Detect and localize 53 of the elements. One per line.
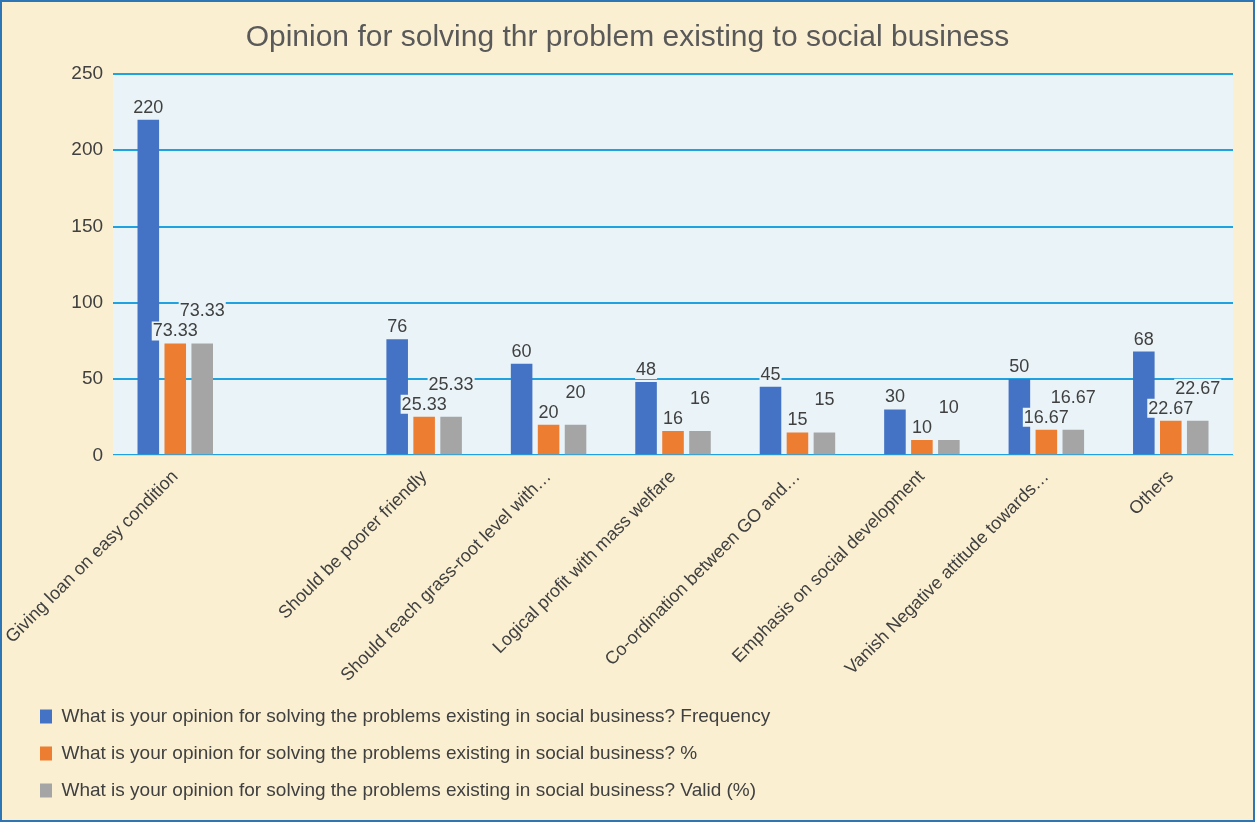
bar: [164, 343, 187, 455]
bar: [510, 363, 533, 455]
data-label: 50: [1009, 355, 1030, 376]
legend-label: What is your opinion for solving the problems existing in social business? %: [61, 741, 698, 763]
data-label: 76: [387, 316, 408, 337]
bar: [759, 386, 782, 455]
data-label: 16: [663, 407, 684, 428]
bar: [1035, 429, 1058, 455]
y-tick-label: 50: [81, 367, 104, 389]
bar: [786, 432, 809, 455]
bar: [689, 430, 711, 455]
y-tick-label: 150: [71, 214, 104, 236]
data-label: 25.33: [428, 373, 474, 394]
data-label: 30: [884, 386, 905, 407]
data-label: 22.67: [1175, 377, 1221, 398]
data-label: 220: [133, 96, 164, 117]
y-tick-label: 200: [71, 138, 104, 160]
bar: [564, 424, 587, 455]
bar: [813, 432, 836, 455]
bar: [413, 416, 435, 455]
data-label: 16.67: [1050, 386, 1096, 407]
bar: [537, 424, 560, 455]
bar: [1062, 429, 1085, 455]
data-label: 16.67: [1023, 406, 1069, 427]
bar: [884, 409, 906, 455]
bar: [911, 440, 933, 455]
data-label: 10: [911, 417, 932, 437]
legend-label: What is your opinion for solving the problems existing in social business? Valid (%): [61, 778, 757, 800]
data-label: 48: [636, 359, 657, 380]
chart-title: Opinion for solving thr problem existing to social business: [245, 19, 1010, 53]
bar: [1186, 420, 1209, 455]
data-label: 73.33: [179, 300, 225, 321]
bar: [662, 430, 684, 455]
bar: [440, 416, 462, 455]
data-label: 25.33: [401, 393, 447, 414]
y-tick-label: 100: [71, 291, 104, 312]
data-label: 60: [511, 340, 532, 361]
y-tick-label: 0: [92, 443, 104, 465]
data-label: 15: [814, 389, 835, 410]
bar: [1159, 420, 1182, 455]
y-tick-label: 250: [71, 62, 104, 84]
bar: [191, 343, 214, 455]
data-label: 68: [1133, 328, 1154, 349]
data-label: 15: [787, 409, 808, 430]
data-label: 20: [538, 401, 559, 422]
data-label: 45: [760, 363, 781, 384]
data-label: 10: [938, 397, 959, 417]
data-label: 22.67: [1148, 397, 1194, 418]
legend-label: What is your opinion for solving the problems existing in social business? Frequency: [61, 704, 771, 726]
data-label: 20: [565, 381, 586, 402]
data-label: 73.33: [152, 320, 198, 341]
bar: [938, 440, 960, 455]
data-label: 16: [689, 387, 710, 408]
